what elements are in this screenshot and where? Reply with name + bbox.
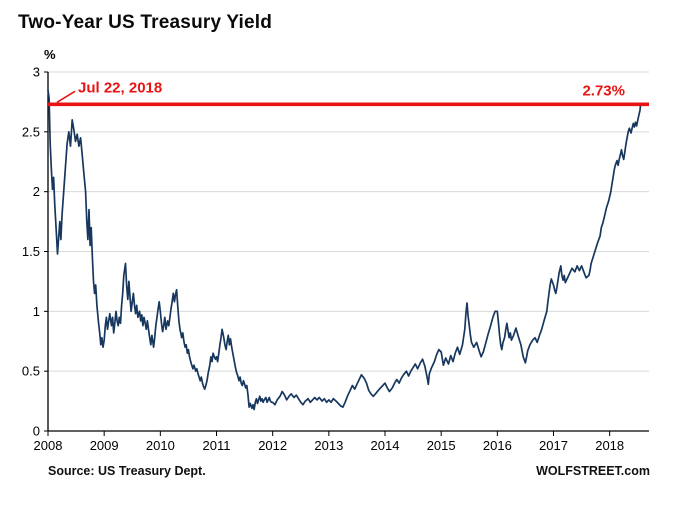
x-tick-label: 2011 xyxy=(203,438,231,453)
x-tick-label: 2018 xyxy=(595,438,624,453)
x-tick-label: 2015 xyxy=(427,438,456,453)
y-tick-label: 1 xyxy=(33,304,40,319)
x-tick-label: 2009 xyxy=(90,438,119,453)
y-tick-label: 2 xyxy=(33,184,40,199)
x-tick-label: 2016 xyxy=(483,438,512,453)
x-tick-label: 2012 xyxy=(258,438,287,453)
chart-title: Two-Year US Treasury Yield xyxy=(18,12,273,33)
x-tick-label: 2008 xyxy=(34,438,63,453)
annotation-date-label: Jul 22, 2018 xyxy=(78,79,162,96)
x-tick-label: 2013 xyxy=(314,438,343,453)
annotation-leader-line xyxy=(56,90,76,103)
y-axis-unit-label: % xyxy=(44,47,56,62)
brand-watermark: WOLFSTREET.com xyxy=(536,464,650,478)
x-tick-label: 2010 xyxy=(146,438,175,453)
y-tick-label: 3 xyxy=(33,65,40,80)
y-tick-label: 0.5 xyxy=(22,364,40,379)
y-tick-label: 2.5 xyxy=(22,124,40,139)
x-tick-label: 2014 xyxy=(371,438,400,453)
annotation-value-label: 2.73% xyxy=(582,82,625,99)
source-note: Source: US Treasury Dept. xyxy=(48,464,206,478)
y-tick-label: 0 xyxy=(33,424,40,439)
yield-line xyxy=(47,89,642,411)
y-tick-label: 1.5 xyxy=(22,244,40,259)
x-tick-label: 2017 xyxy=(539,438,568,453)
